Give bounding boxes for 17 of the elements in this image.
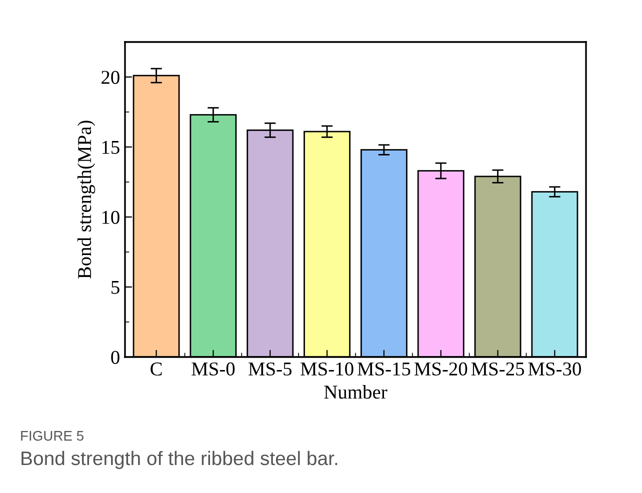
x-tick-label: MS-15 [358,362,410,376]
x-tick-label: MS-30 [528,362,581,376]
x-tick-label: MS-25 [471,362,524,376]
y-tick-label: 20 [102,70,120,84]
x-tick-label: MS-5 [248,362,292,376]
x-tick-label: MS-10 [300,362,354,376]
y-tick-label: 5 [112,281,120,294]
x-axis-title: Number [324,385,388,399]
caption: FIGURE 5 [21,430,84,441]
y-tick-label: 15 [102,140,120,154]
x-tick-label: C [150,362,162,376]
y-tick-label: 0 [111,350,120,364]
text: Bond strength of the ribbed steel bar. [22,450,338,470]
y-tick-label: 10 [102,210,120,224]
x-tick-label: MS-0 [192,362,235,376]
y-axis-title: Bond strength(MPa) [77,120,96,279]
x-tick-label: MS-20 [414,362,468,376]
